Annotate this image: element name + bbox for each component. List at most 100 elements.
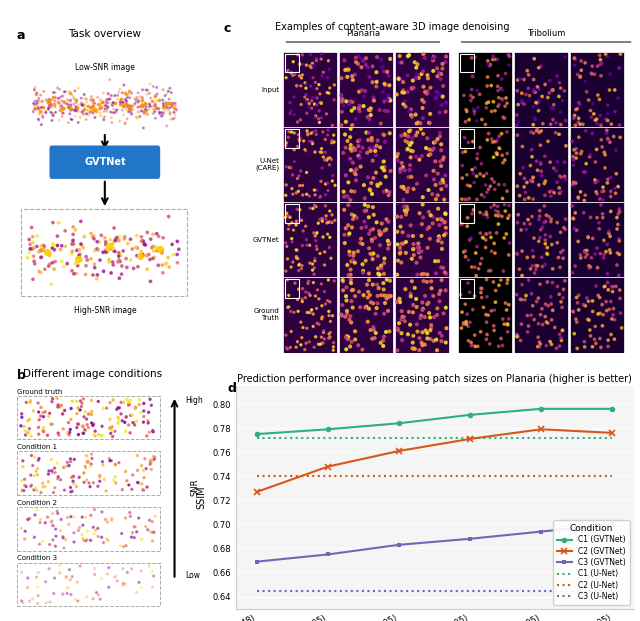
Point [360,200,370,210]
Point [472,171,482,181]
Point [284,163,294,173]
Point [376,119,386,129]
Point [164,212,174,222]
Point [488,55,498,65]
Point [515,169,525,179]
Point [286,262,296,272]
Point [490,248,500,258]
Point [534,215,544,225]
Point [570,120,580,130]
Point [360,86,371,96]
Point [112,576,122,586]
Point [140,454,150,464]
Point [488,277,499,287]
Point [499,319,509,329]
Point [291,216,301,226]
Point [20,481,30,491]
Point [33,101,43,111]
Point [90,426,100,436]
Point [372,179,383,189]
Point [311,54,321,64]
Point [296,264,307,274]
Point [307,139,317,149]
Point [136,106,147,116]
Point [367,236,377,246]
Point [557,96,568,106]
Point [536,166,547,176]
Point [463,322,473,332]
Point [312,93,322,103]
Point [316,332,326,342]
Point [422,328,433,338]
Point [323,125,333,135]
Point [405,320,415,330]
Point [401,248,411,258]
Point [608,310,618,320]
Point [573,305,584,315]
Point [24,235,35,245]
Point [424,150,434,160]
Point [52,231,63,241]
Point [378,165,388,175]
Point [351,170,361,179]
Point [369,325,379,335]
Point [307,259,317,269]
Point [438,92,448,102]
Point [407,83,417,93]
Point [435,296,445,306]
Point [407,276,417,286]
Point [36,107,47,117]
Point [58,589,68,599]
Point [21,397,31,407]
Point [155,244,165,254]
Point [558,293,568,303]
Point [395,167,405,177]
Point [381,294,392,304]
Point [298,181,308,191]
Point [97,573,107,583]
Point [31,89,41,99]
Point [532,82,543,92]
Point [328,311,338,321]
Point [74,252,84,262]
Point [420,325,431,335]
Point [436,263,446,273]
Point [515,294,525,304]
Point [28,274,38,284]
Point [467,209,477,219]
Point [129,522,139,532]
Point [86,510,96,520]
Point [324,160,335,170]
Point [385,276,395,286]
Point [426,320,436,330]
Point [120,99,130,109]
Point [280,212,291,222]
Point [70,105,81,115]
Point [88,95,98,105]
Point [362,317,372,327]
Point [71,268,81,278]
Point [118,578,129,588]
Point [65,88,76,98]
Point [523,83,533,93]
Point [121,253,131,263]
Point [141,431,152,441]
Point [120,118,130,128]
Point [111,404,122,414]
Point [344,250,355,260]
Polygon shape [514,202,568,278]
Point [595,50,605,60]
Point [536,310,546,320]
Point [588,233,598,243]
Point [142,89,152,99]
Point [138,249,148,259]
Point [472,149,483,159]
Point [54,402,65,412]
Point [70,86,80,96]
Point [481,317,492,327]
Point [298,323,308,333]
Point [147,96,157,106]
Point [36,411,46,421]
Point [601,297,611,307]
Point [23,515,33,525]
